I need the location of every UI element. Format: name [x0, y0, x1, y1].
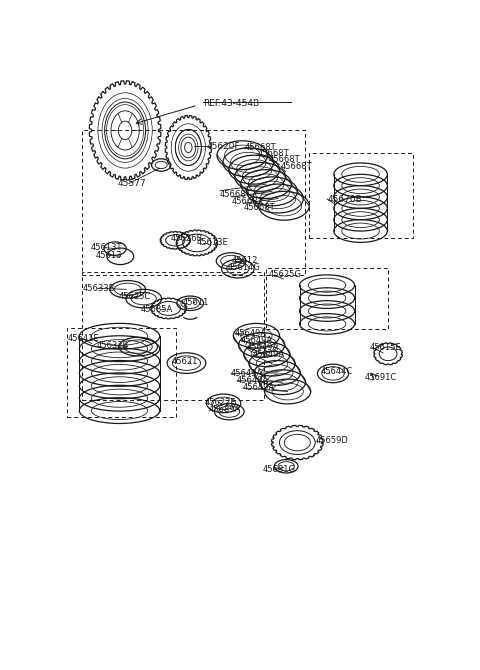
Text: 45668T: 45668T: [281, 161, 312, 171]
Text: 45668T: 45668T: [269, 155, 300, 164]
Text: 45668T: 45668T: [244, 203, 276, 212]
Text: 45612: 45612: [232, 257, 258, 265]
Text: 45668T: 45668T: [257, 149, 289, 158]
Text: 45611: 45611: [183, 297, 209, 307]
Text: 45577: 45577: [118, 179, 146, 188]
Text: 45633B: 45633B: [83, 284, 116, 293]
Text: REF.43-454B: REF.43-454B: [203, 99, 259, 108]
Text: 45649A: 45649A: [247, 343, 279, 352]
Text: 45668T: 45668T: [220, 190, 252, 200]
Text: 45668T: 45668T: [244, 143, 276, 152]
Text: 45615E: 45615E: [370, 343, 401, 352]
Text: 45689A: 45689A: [209, 405, 241, 414]
Bar: [82, 272, 264, 400]
Text: 45613E: 45613E: [197, 239, 228, 247]
Text: 45685A: 45685A: [141, 305, 173, 314]
Text: 45625C: 45625C: [119, 292, 151, 301]
Text: 45691C: 45691C: [365, 373, 397, 382]
Text: 45681G: 45681G: [263, 466, 296, 474]
Bar: [266, 268, 388, 329]
Bar: [67, 328, 177, 417]
Text: 45649A: 45649A: [243, 383, 275, 393]
Text: 45644C: 45644C: [321, 367, 353, 376]
Text: 45632B: 45632B: [96, 340, 129, 350]
Text: 45613: 45613: [96, 251, 122, 260]
Text: 45613T: 45613T: [91, 243, 122, 252]
Text: 45626B: 45626B: [171, 234, 203, 243]
Text: 45641E: 45641E: [67, 334, 99, 343]
Text: 45668T: 45668T: [232, 196, 264, 206]
Text: 45670B: 45670B: [327, 194, 362, 204]
Text: 45649A: 45649A: [252, 350, 285, 359]
Bar: [309, 153, 413, 238]
Text: 45649A: 45649A: [237, 376, 269, 385]
Text: 45620F: 45620F: [207, 142, 240, 151]
Text: 45649A: 45649A: [241, 336, 273, 345]
Text: 45622E: 45622E: [204, 398, 236, 407]
Text: 45649A: 45649A: [235, 329, 267, 338]
Text: 45621: 45621: [172, 357, 198, 366]
Text: 45614G: 45614G: [228, 263, 260, 271]
Text: 45659D: 45659D: [315, 436, 348, 445]
Bar: [82, 131, 305, 275]
Text: 45625G: 45625G: [268, 271, 301, 279]
Text: 45649A: 45649A: [231, 369, 263, 378]
